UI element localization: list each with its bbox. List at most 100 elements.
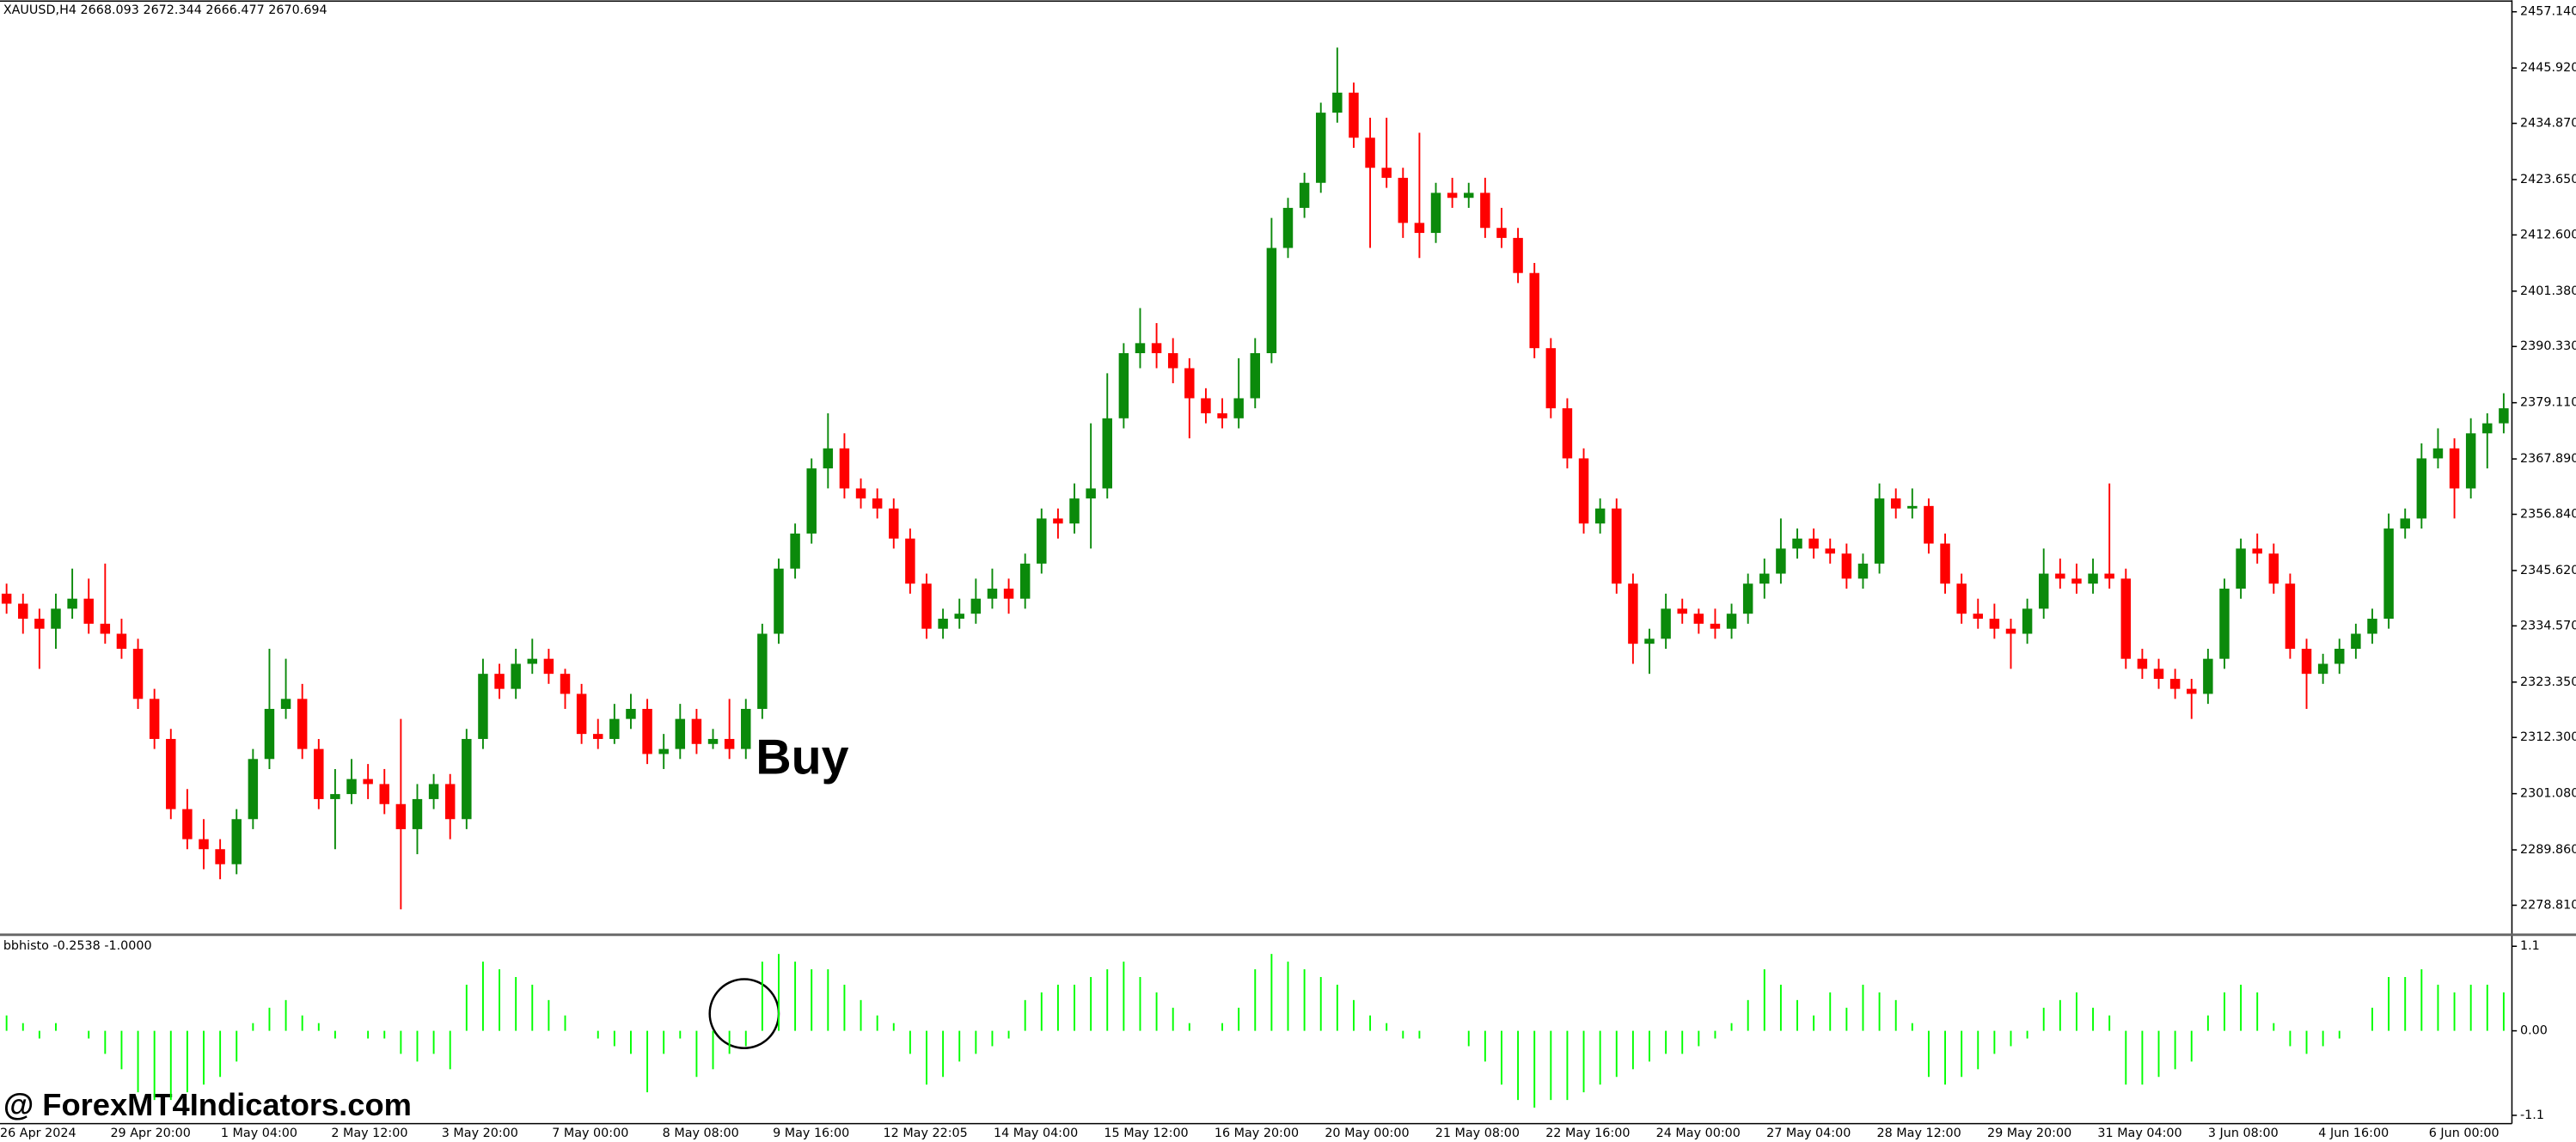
candle-body — [543, 658, 554, 675]
y-tick-label: 2367.890 — [2520, 452, 2576, 466]
candle-body — [2449, 448, 2460, 489]
candle-body — [1037, 518, 1047, 564]
candle-body — [2038, 573, 2049, 609]
candle-body — [2268, 553, 2279, 584]
y-tick-label: 2412.600 — [2520, 228, 2576, 241]
candle-body — [2137, 658, 2148, 669]
candle-body — [1250, 353, 1261, 399]
candle-body — [297, 699, 308, 749]
candle-body — [1808, 538, 1819, 549]
candle-body — [1529, 272, 1539, 349]
candle-body — [938, 619, 948, 629]
candle-body — [428, 784, 439, 799]
time-label: 6 Jun 00:00 — [2429, 1127, 2500, 1140]
candle-body — [2236, 548, 2246, 589]
candle-body — [462, 738, 472, 820]
candle-body — [757, 633, 768, 709]
candle-body — [478, 674, 488, 739]
buy-label: Buy — [756, 730, 848, 785]
candle-body — [199, 839, 209, 850]
candle-body — [1890, 498, 1901, 509]
candle-body — [2022, 608, 2033, 634]
y-tick-label: 2423.650 — [2520, 173, 2576, 186]
candle-body — [872, 498, 883, 509]
candle-body — [1233, 398, 1244, 418]
candle-body — [1644, 638, 1655, 644]
candle-body — [2071, 578, 2082, 584]
candle-body — [2400, 518, 2410, 529]
y-tick-label: 2301.080 — [2520, 787, 2576, 801]
candle-body — [1464, 192, 1474, 198]
candle-body — [1956, 583, 1967, 614]
candle-body — [1480, 192, 1490, 229]
candle-body — [1841, 553, 1852, 579]
candle-body — [954, 614, 964, 620]
candle-body — [83, 598, 94, 624]
y-tick-label: 2457.140 — [2520, 5, 2576, 19]
candle-body — [2252, 548, 2262, 554]
candle-body — [182, 809, 193, 840]
candle-body — [248, 759, 259, 820]
candle-body — [592, 734, 603, 739]
candle-body — [149, 699, 160, 739]
candle-body — [379, 784, 389, 804]
candle-body — [2351, 633, 2361, 650]
candle-body — [1562, 408, 1573, 459]
candle-body — [1759, 573, 1770, 584]
candle-body — [1118, 353, 1129, 418]
candle-body — [280, 699, 291, 709]
candle-body — [1940, 543, 1950, 584]
candle-body — [2367, 619, 2377, 634]
candle-body — [444, 784, 456, 820]
time-label: 28 May 12:00 — [1877, 1127, 1961, 1140]
time-label: 3 May 20:00 — [442, 1127, 518, 1140]
candle-body — [823, 448, 834, 469]
candle-body — [1825, 548, 1835, 554]
candle-body — [2187, 688, 2197, 694]
candle-body — [707, 738, 719, 744]
time-label: 12 May 22:05 — [884, 1127, 968, 1140]
y-tick-label: 2434.870 — [2520, 117, 2576, 131]
time-label: 29 May 20:00 — [1987, 1127, 2071, 1140]
y-tick-label: 2323.350 — [2520, 675, 2576, 689]
time-label: 14 May 04:00 — [994, 1127, 1078, 1140]
candle-body — [855, 488, 866, 499]
candle-body — [1874, 498, 1885, 564]
candle-body — [1776, 548, 1786, 574]
y-tick-label: 2289.860 — [2520, 843, 2576, 857]
candle-body — [1612, 508, 1622, 584]
candle-body — [2465, 433, 2476, 489]
candle-body — [34, 619, 45, 629]
candle-body — [1398, 177, 1409, 223]
time-label: 22 May 16:00 — [1545, 1127, 1630, 1140]
candle-body — [675, 718, 686, 749]
candle-body — [626, 708, 636, 719]
candle-body — [2301, 649, 2312, 675]
candle-body — [100, 623, 111, 634]
candle-body — [774, 568, 784, 634]
candle-body — [395, 803, 407, 829]
candle-body — [1282, 207, 1294, 248]
time-label: 16 May 20:00 — [1215, 1127, 1299, 1140]
time-label: 4 Jun 16:00 — [2318, 1127, 2389, 1140]
symbol-header: XAUUSD,H4 2668.093 2672.344 2666.477 267… — [3, 3, 327, 17]
time-label: 7 May 00:00 — [552, 1127, 628, 1140]
candle-body — [494, 674, 505, 689]
candle-body — [1513, 237, 1523, 273]
candle-body — [2104, 573, 2114, 579]
y-tick-label: 2278.810 — [2520, 898, 2576, 912]
candle-body — [215, 849, 225, 864]
candle-body — [921, 583, 932, 629]
candle-body — [2334, 649, 2345, 664]
candle-body — [1710, 623, 1721, 629]
candle-body — [1430, 192, 1441, 234]
indicator-header: bbhisto -0.2538 -1.0000 — [3, 939, 152, 953]
candle-body — [264, 708, 275, 760]
candle-body — [889, 508, 899, 539]
candle-body — [1857, 563, 1869, 579]
candle-body — [363, 779, 373, 785]
candle-body — [724, 738, 735, 749]
candle-body — [1349, 92, 1359, 138]
y-tick-label: 0.00 — [2520, 1024, 2548, 1038]
